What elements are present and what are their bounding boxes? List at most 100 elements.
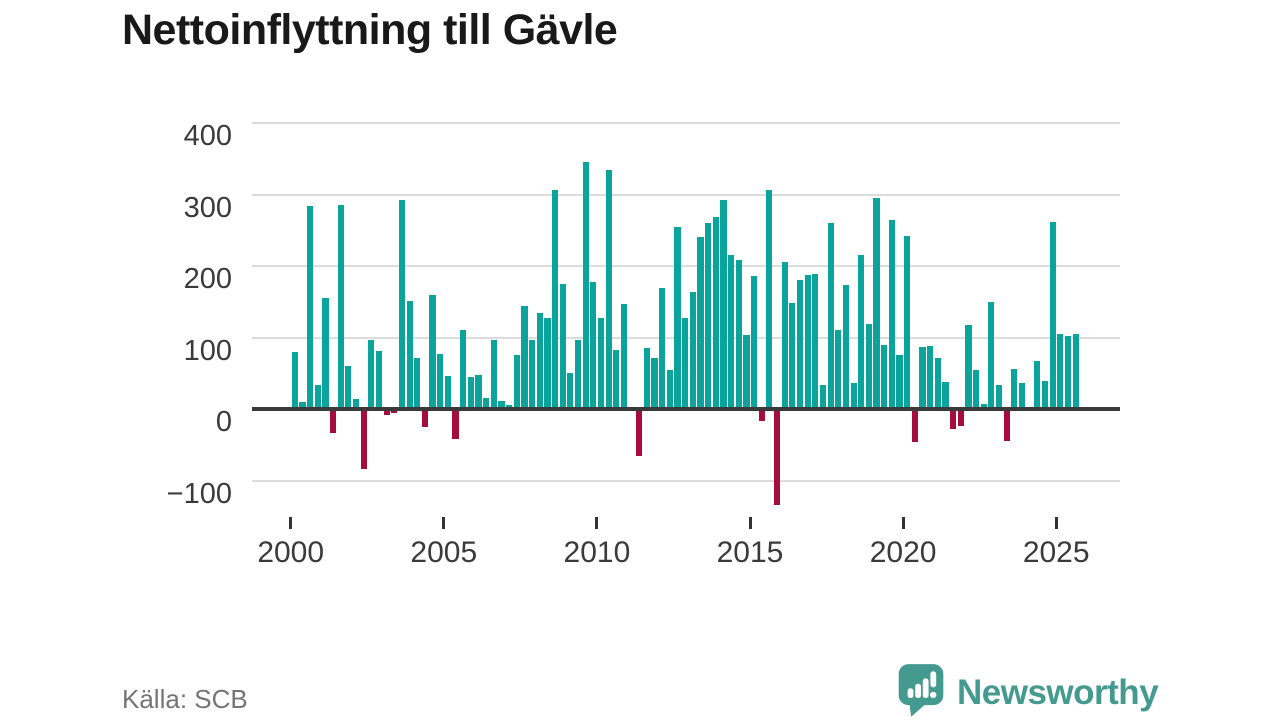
bar xyxy=(375,351,383,410)
chart-title: Nettoinflyttning till Gävle xyxy=(122,6,618,54)
bar xyxy=(521,306,528,410)
bar xyxy=(751,276,758,410)
bar xyxy=(934,358,941,410)
y-axis-label: 400 xyxy=(183,120,232,152)
bar xyxy=(352,399,360,410)
bar xyxy=(467,377,474,410)
y-axis-label: 200 xyxy=(183,263,232,296)
bar xyxy=(1018,383,1026,410)
bar xyxy=(498,400,505,410)
bar xyxy=(735,259,742,410)
bar xyxy=(513,354,520,410)
bar xyxy=(406,301,413,410)
source-label: Källa: SCB xyxy=(122,684,248,714)
bar xyxy=(460,330,467,410)
x-axis-label: 2005 xyxy=(410,536,478,569)
bar xyxy=(781,261,788,410)
bar xyxy=(414,357,421,410)
bar xyxy=(360,409,367,470)
bar xyxy=(674,227,681,410)
bar xyxy=(858,255,865,410)
bar xyxy=(1034,361,1041,410)
x-axis-label: 2015 xyxy=(716,536,784,569)
bar xyxy=(919,346,926,410)
y-axis-label: 100 xyxy=(183,334,232,367)
bar xyxy=(980,404,987,410)
bar xyxy=(865,324,872,410)
bar xyxy=(1011,369,1018,410)
bar xyxy=(605,170,612,410)
bar xyxy=(345,366,352,410)
bar xyxy=(506,404,513,410)
y-axis-label: 0 xyxy=(215,406,232,439)
x-axis-label: 2020 xyxy=(869,536,937,569)
bar xyxy=(720,200,727,410)
bar xyxy=(819,384,827,410)
bar xyxy=(659,288,666,410)
x-axis-tick xyxy=(289,517,293,529)
bar xyxy=(911,409,918,443)
x-axis: 2000 2005 2010 2015 2020 2025 xyxy=(252,517,1120,587)
bar xyxy=(544,317,551,410)
bar xyxy=(1064,335,1072,410)
bar xyxy=(398,199,406,410)
bar xyxy=(682,317,689,410)
gridline-300 xyxy=(252,193,1120,196)
bar xyxy=(574,339,582,410)
gridline--100 xyxy=(252,479,1120,482)
bar xyxy=(437,354,444,410)
bar xyxy=(421,409,429,428)
bar xyxy=(888,220,895,410)
x-axis-tick xyxy=(595,517,599,529)
bar xyxy=(689,291,696,410)
bar xyxy=(651,357,658,410)
bar xyxy=(743,334,750,410)
bar xyxy=(950,409,957,430)
bar xyxy=(758,409,765,422)
bar xyxy=(307,205,314,410)
bar xyxy=(444,376,451,410)
bar xyxy=(636,409,643,456)
bar xyxy=(842,284,850,410)
x-axis-tick xyxy=(748,517,752,529)
bar xyxy=(812,273,819,410)
newsworthy-speech-bubble-chart-icon xyxy=(896,662,946,720)
bar xyxy=(697,237,704,410)
bar xyxy=(728,255,735,410)
bar xyxy=(1057,334,1064,410)
x-axis-tick xyxy=(901,517,905,529)
bar xyxy=(483,398,490,410)
bar xyxy=(972,369,980,410)
bar xyxy=(804,274,811,410)
bar xyxy=(835,329,842,410)
bar xyxy=(827,223,834,410)
bar xyxy=(383,409,390,415)
x-axis-tick xyxy=(442,517,446,529)
bar xyxy=(429,295,436,410)
bar xyxy=(766,189,773,410)
gridline-200 xyxy=(252,265,1120,268)
bar xyxy=(329,409,337,433)
bar xyxy=(452,409,459,439)
bar xyxy=(490,339,497,410)
bar xyxy=(582,161,589,410)
bar xyxy=(789,302,796,410)
bar xyxy=(873,198,880,410)
bar xyxy=(666,369,673,410)
bar xyxy=(850,382,857,410)
x-axis-label: 2025 xyxy=(1022,536,1090,569)
x-axis-tick xyxy=(1054,517,1058,529)
bar xyxy=(529,339,536,410)
x-axis-label: 2010 xyxy=(563,536,631,569)
bar xyxy=(314,384,321,410)
bar xyxy=(590,281,597,410)
newsworthy-logo[interactable]: Newsworthy xyxy=(896,662,1159,720)
bar xyxy=(705,223,712,410)
bar xyxy=(597,318,605,410)
bar xyxy=(957,409,964,426)
bar xyxy=(368,339,375,410)
bar xyxy=(995,384,1003,410)
bar xyxy=(322,298,329,410)
bar xyxy=(965,324,972,410)
